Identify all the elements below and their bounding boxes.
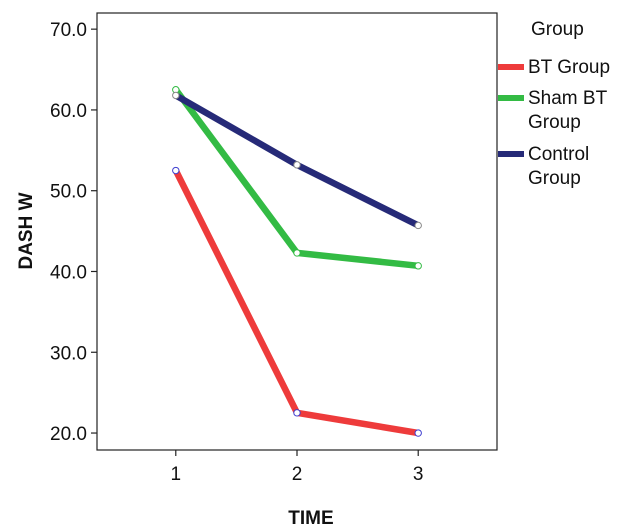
legend-swatch (498, 64, 524, 70)
series-line-3 (174, 92, 420, 229)
data-point (414, 262, 422, 270)
y-tick-label: 40.0 (50, 262, 87, 283)
series-lines (172, 87, 420, 437)
legend-label: Control (528, 144, 589, 165)
plot-frame (96, 12, 498, 451)
legend-label: BT Group (528, 57, 610, 78)
y-axis-title: DASH W (16, 192, 37, 269)
y-tick-label: 50.0 (50, 182, 87, 203)
legend-label: Sham BT (528, 88, 608, 109)
x-tick-label: 3 (413, 464, 424, 485)
data-point (172, 166, 180, 175)
y-tick-label: 30.0 (50, 343, 87, 364)
data-point (414, 429, 422, 437)
data-point (172, 91, 180, 100)
y-axis: 20.0 30.0 40.0 50.0 60.0 70.0 (50, 20, 97, 445)
y-tick-label: 20.0 (50, 424, 87, 445)
legend-title: Group (531, 19, 584, 40)
x-tick-label: 2 (292, 464, 303, 485)
series-markers (172, 86, 422, 437)
legend-swatch (498, 151, 524, 157)
data-point (293, 409, 301, 417)
x-tick-label: 1 (170, 464, 181, 485)
legend-item: Sham BT Group (498, 88, 608, 133)
data-point (414, 221, 422, 230)
y-tick-label: 60.0 (50, 101, 87, 122)
data-point (293, 249, 301, 257)
legend-label: Group (528, 168, 581, 189)
legend-swatch (498, 95, 524, 101)
x-axis: 1 2 3 (170, 450, 424, 485)
y-tick-label: 70.0 (50, 20, 87, 41)
x-axis-title: TIME (288, 508, 333, 527)
data-point (293, 161, 301, 169)
legend: Group BT Group Sham BT Group Control Group (498, 19, 610, 189)
legend-item: BT Group (498, 57, 610, 78)
legend-item: Control Group (498, 144, 589, 189)
legend-label: Group (528, 112, 581, 133)
